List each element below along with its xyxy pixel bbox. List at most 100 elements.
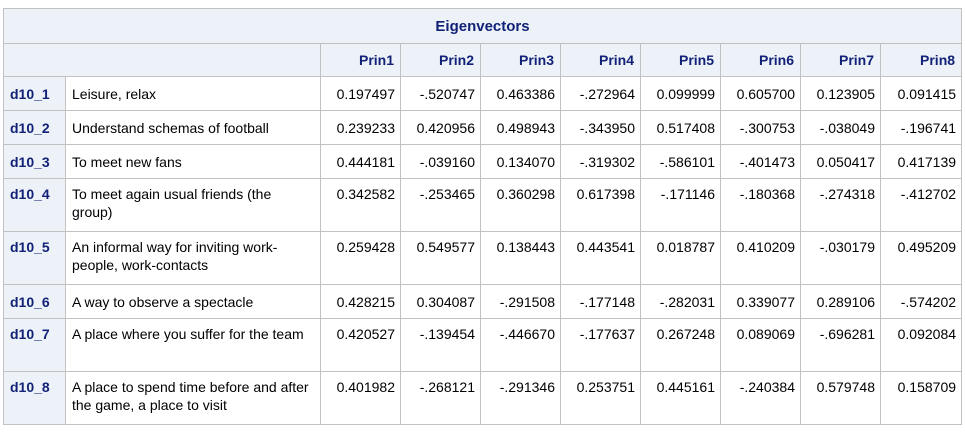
row-label: A way to observe a spectacle xyxy=(65,284,321,319)
value-cell: 0.197497 xyxy=(320,76,401,111)
value-cell: 0.050417 xyxy=(800,144,881,179)
value-cell: -.171146 xyxy=(640,178,721,232)
value-cell: 0.018787 xyxy=(640,231,721,285)
row-id: d10_1 xyxy=(3,76,66,111)
value-cell: 0.443541 xyxy=(560,231,641,285)
value-cell: -.520747 xyxy=(400,76,481,111)
row-label: Leisure, relax xyxy=(65,76,321,111)
value-cell: 0.304087 xyxy=(400,284,481,319)
value-cell: -.586101 xyxy=(640,144,721,179)
value-cell: 0.517408 xyxy=(640,110,721,145)
value-cell: 0.495209 xyxy=(879,231,963,285)
value-cell: -.291346 xyxy=(480,371,561,425)
column-header-prin3: Prin3 xyxy=(480,43,561,77)
value-cell: -.282031 xyxy=(640,284,721,319)
value-cell: 0.158709 xyxy=(879,371,963,425)
value-cell: -.343950 xyxy=(560,110,641,145)
value-cell: -.039160 xyxy=(400,144,481,179)
row-id: d10_4 xyxy=(3,178,66,232)
value-cell: 0.420956 xyxy=(400,110,481,145)
row-id: d10_6 xyxy=(3,284,66,319)
value-cell: 0.549577 xyxy=(400,231,481,285)
value-cell: -.240384 xyxy=(720,371,801,425)
table-row: d10_8 A place to spend time before and a… xyxy=(3,371,963,425)
value-cell: -.412702 xyxy=(879,178,963,232)
value-cell: 0.091415 xyxy=(879,76,963,111)
value-cell: 0.605700 xyxy=(720,76,801,111)
value-cell: -.274318 xyxy=(800,178,881,232)
column-header-prin7: Prin7 xyxy=(800,43,881,77)
row-id: d10_5 xyxy=(3,231,66,285)
value-cell: 0.360298 xyxy=(480,178,561,232)
value-cell: 0.401982 xyxy=(320,371,401,425)
column-header-prin5: Prin5 xyxy=(640,43,721,77)
row-id: d10_7 xyxy=(3,318,66,372)
value-cell: -.030179 xyxy=(800,231,881,285)
table-row: d10_3 To meet new fans 0.444181 -.039160… xyxy=(3,144,963,179)
value-cell: -.139454 xyxy=(400,318,481,372)
column-header-prin4: Prin4 xyxy=(560,43,641,77)
header-blank-cell xyxy=(3,43,321,77)
value-cell: -.177148 xyxy=(560,284,641,319)
value-cell: 0.420527 xyxy=(320,318,401,372)
value-cell: 0.410209 xyxy=(720,231,801,285)
row-label: To meet again usual friends (the group) xyxy=(65,178,321,232)
value-cell: 0.428215 xyxy=(320,284,401,319)
value-cell: -.574202 xyxy=(879,284,963,319)
value-cell: -.180368 xyxy=(720,178,801,232)
value-cell: 0.445161 xyxy=(640,371,721,425)
table-row: d10_7 A place where you suffer for the t… xyxy=(3,318,963,372)
column-header-prin6: Prin6 xyxy=(720,43,801,77)
table-row: d10_6 A way to observe a spectacle 0.428… xyxy=(3,284,963,319)
row-id: d10_3 xyxy=(3,144,66,179)
value-cell: -.401473 xyxy=(720,144,801,179)
table-row: d10_1 Leisure, relax 0.197497 -.520747 0… xyxy=(3,76,963,111)
value-cell: 0.417139 xyxy=(879,144,963,179)
value-cell: 0.123905 xyxy=(800,76,881,111)
row-id: d10_8 xyxy=(3,371,66,425)
value-cell: -.268121 xyxy=(400,371,481,425)
value-cell: -.446670 xyxy=(480,318,561,372)
value-cell: 0.342582 xyxy=(320,178,401,232)
table-row: d10_4 To meet again usual friends (the g… xyxy=(3,178,963,232)
eigenvectors-table: Eigenvectors Prin1 Prin2 Prin3 Prin4 Pri… xyxy=(2,8,963,425)
value-cell: -.291508 xyxy=(480,284,561,319)
row-label: A place to spend time before and after t… xyxy=(65,371,321,425)
value-cell: 0.617398 xyxy=(560,178,641,232)
eigenvectors-table-container: Eigenvectors Prin1 Prin2 Prin3 Prin4 Pri… xyxy=(2,8,963,425)
row-label: A place where you suffer for the team xyxy=(65,318,321,372)
value-cell: -.177637 xyxy=(560,318,641,372)
value-cell: 0.463386 xyxy=(480,76,561,111)
value-cell: -.696281 xyxy=(800,318,881,372)
value-cell: 0.267248 xyxy=(640,318,721,372)
value-cell: 0.579748 xyxy=(800,371,881,425)
column-header-prin2: Prin2 xyxy=(400,43,481,77)
value-cell: 0.339077 xyxy=(720,284,801,319)
value-cell: -.196741 xyxy=(879,110,963,145)
table-row: d10_2 Understand schemas of football 0.2… xyxy=(3,110,963,145)
row-label: To meet new fans xyxy=(65,144,321,179)
value-cell: 0.089069 xyxy=(720,318,801,372)
column-header-prin1: Prin1 xyxy=(320,43,401,77)
value-cell: -.319302 xyxy=(560,144,641,179)
column-header-prin8: Prin8 xyxy=(879,43,963,77)
value-cell: -.300753 xyxy=(720,110,801,145)
table-title: Eigenvectors xyxy=(2,8,963,44)
value-cell: 0.259428 xyxy=(320,231,401,285)
value-cell: 0.134070 xyxy=(480,144,561,179)
row-label: An informal way for inviting work-people… xyxy=(65,231,321,285)
row-id: d10_2 xyxy=(3,110,66,145)
value-cell: 0.289106 xyxy=(800,284,881,319)
value-cell: 0.099999 xyxy=(640,76,721,111)
row-label: Understand schemas of football xyxy=(65,110,321,145)
table-row: d10_5 An informal way for inviting work-… xyxy=(3,231,963,285)
value-cell: 0.498943 xyxy=(480,110,561,145)
value-cell: 0.253751 xyxy=(560,371,641,425)
value-cell: 0.092084 xyxy=(879,318,963,372)
value-cell: 0.444181 xyxy=(320,144,401,179)
value-cell: -.038049 xyxy=(800,110,881,145)
value-cell: 0.138443 xyxy=(480,231,561,285)
value-cell: -.272964 xyxy=(560,76,641,111)
value-cell: 0.239233 xyxy=(320,110,401,145)
value-cell: -.253465 xyxy=(400,178,481,232)
